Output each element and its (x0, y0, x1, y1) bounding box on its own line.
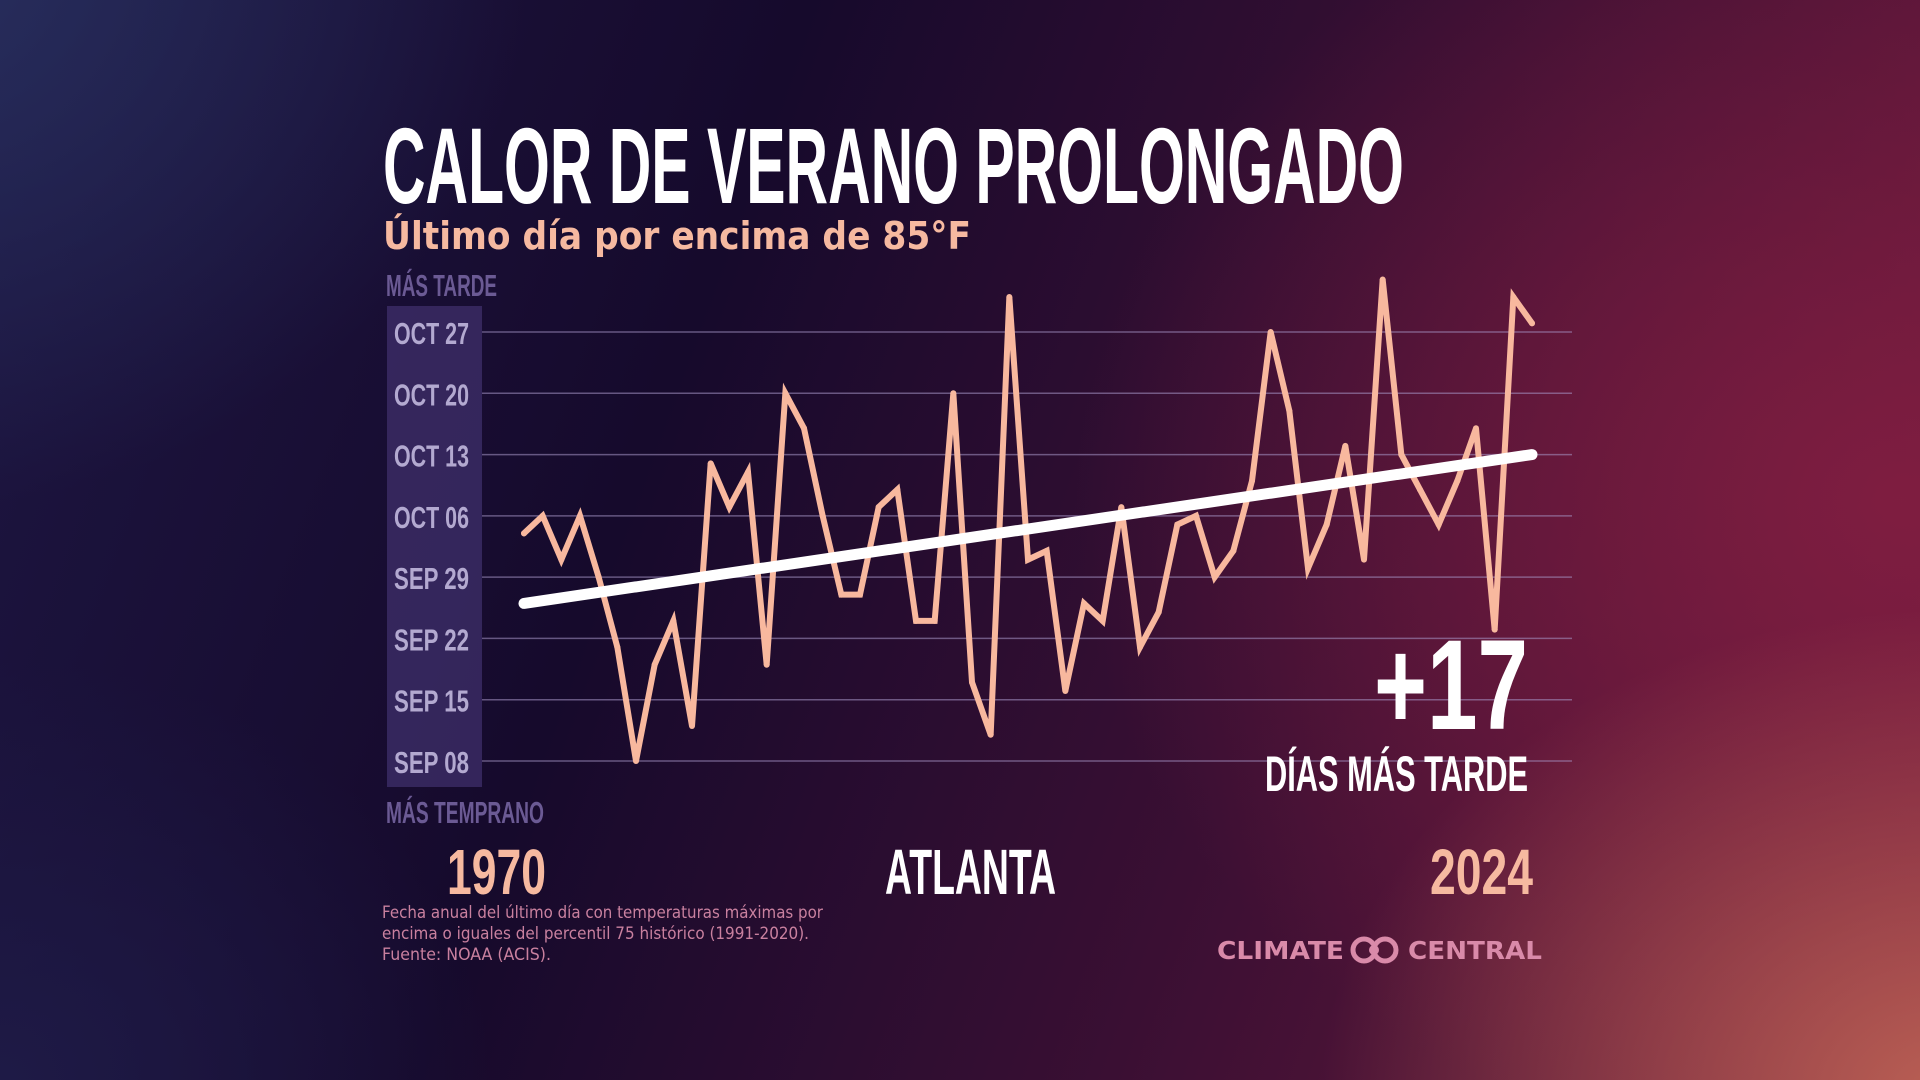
grid-lines (482, 331, 1572, 762)
data-point-2015 (1361, 556, 1367, 563)
climate-central-logo: CLIMATE CENTRAL (1217, 936, 1542, 965)
data-point-1980 (707, 460, 714, 467)
data-point-1977 (651, 661, 658, 668)
y-tick-label: SEP 22 (394, 622, 469, 657)
data-point-1984 (782, 390, 789, 397)
data-point-1988 (857, 591, 863, 598)
y-tick-label: OCT 20 (394, 377, 469, 412)
data-point-2002 (1118, 504, 1125, 511)
data-point-1997 (1025, 556, 1031, 563)
data-point-1975 (614, 644, 621, 651)
y-tick-label: OCT 06 (394, 500, 469, 535)
data-point-1983 (763, 661, 770, 668)
data-point-1981 (726, 504, 733, 511)
end-year-label: 2024 (1430, 836, 1533, 908)
data-point-1999 (1062, 687, 1069, 694)
data-point-2022 (1491, 626, 1498, 633)
y-tick-label: SEP 08 (394, 745, 469, 780)
data-point-2020 (1454, 477, 1461, 484)
data-point-1993 (950, 390, 957, 397)
data-point-1973 (577, 512, 583, 519)
logo-text-left: CLIMATE (1217, 936, 1344, 965)
footnote-line-3: Fuente: NOAA (ACIS). (382, 945, 551, 965)
data-point-2008 (1230, 547, 1237, 554)
data-point-2011 (1286, 407, 1293, 414)
data-point-2010 (1267, 329, 1274, 335)
data-point-1992 (931, 617, 938, 624)
data-point-2017 (1398, 451, 1405, 458)
data-point-2024 (1529, 320, 1535, 327)
change-label: DÍAS MÁS TARDE (1265, 746, 1528, 802)
data-point-2023 (1510, 293, 1517, 300)
axis-bottom-label: MÁS TEMPRANO (386, 795, 544, 830)
data-point-1994 (969, 679, 975, 686)
data-point-1986 (819, 512, 826, 519)
y-tick-label: SEP 15 (394, 684, 469, 719)
data-point-2005 (1174, 521, 1181, 528)
data-point-1991 (913, 617, 919, 624)
location-label: ATLANTA (885, 836, 1056, 908)
chart-title: CALOR DE VERANO PROLONGADO (383, 105, 1404, 226)
data-point-2018 (1417, 486, 1423, 493)
data-point-1974 (595, 574, 602, 581)
data-point-2016 (1379, 276, 1386, 283)
axis-top-label: MÁS TARDE (386, 268, 497, 303)
data-point-2013 (1323, 521, 1330, 528)
change-value: +17 (1374, 614, 1528, 757)
data-point-1990 (894, 486, 901, 493)
data-point-1989 (875, 504, 882, 511)
data-point-2004 (1155, 609, 1162, 616)
data-point-1987 (838, 591, 845, 598)
series-points (521, 276, 1535, 764)
data-point-1976 (633, 758, 639, 764)
footnote-line-2: encima o iguales del percentil 75 histór… (382, 924, 809, 944)
data-point-2014 (1342, 442, 1349, 449)
y-axis-band (387, 306, 482, 787)
y-tick-label: OCT 13 (394, 439, 469, 474)
data-point-1982 (745, 469, 751, 476)
y-tick-label: OCT 27 (394, 316, 469, 351)
data-point-1978 (670, 617, 677, 624)
data-point-2012 (1305, 565, 1311, 572)
data-point-1979 (689, 722, 695, 729)
data-point-2000 (1081, 600, 1087, 607)
y-tick-labels: OCT 27 OCT 20 OCT 13 OCT 06 SEP 29 SEP 22 SEP … (394, 316, 469, 780)
data-point-1970 (521, 530, 527, 537)
chart-subtitle: Último día por encima de 85°F (383, 214, 971, 258)
data-point-2021 (1473, 425, 1479, 432)
logo-text-right: CENTRAL (1408, 936, 1542, 965)
data-point-2001 (1099, 617, 1106, 624)
logo-rings-icon (1350, 936, 1399, 964)
y-tick-label: SEP 29 (394, 561, 469, 596)
data-point-2009 (1249, 477, 1255, 484)
data-point-2019 (1435, 521, 1442, 528)
data-point-1996 (1006, 293, 1013, 300)
data-point-2003 (1137, 644, 1143, 651)
data-point-1972 (558, 556, 565, 563)
data-point-1971 (539, 512, 546, 519)
data-point-2006 (1193, 512, 1199, 519)
footnote-line-1: Fecha anual del último día con temperatu… (382, 903, 823, 923)
trend-line (518, 449, 1538, 609)
data-point-1995 (987, 731, 994, 738)
data-point-2007 (1211, 574, 1218, 581)
data-point-1985 (801, 425, 807, 432)
start-year-label: 1970 (447, 836, 546, 908)
data-point-1998 (1043, 547, 1050, 554)
